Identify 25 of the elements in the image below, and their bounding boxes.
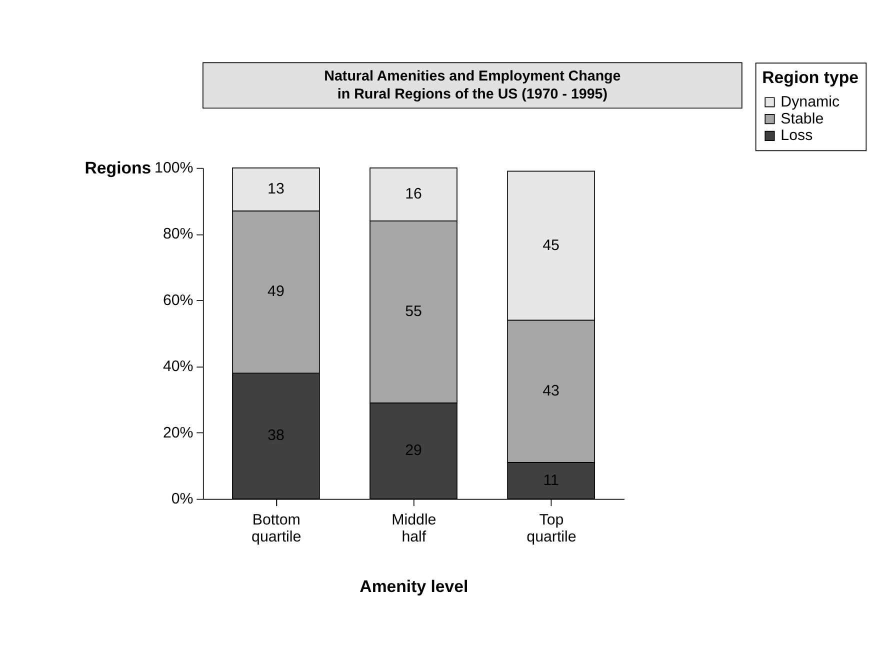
legend-title: Region type	[762, 68, 858, 87]
data-label: 16	[405, 186, 422, 203]
x-tick-label: Bottom quartile	[252, 512, 302, 546]
y-axis-title: Regions	[84, 158, 152, 178]
data-label: 43	[542, 382, 560, 400]
y-tick-label: 0%	[171, 490, 194, 508]
data-label: 49	[268, 283, 284, 300]
data-label: 13	[268, 180, 284, 198]
data-label: 55	[405, 303, 422, 320]
x-axis-title: Amenity level	[360, 576, 468, 596]
x-tick-label: Middle half	[392, 512, 436, 546]
y-tick-label: 60%	[162, 292, 194, 309]
y-tick-label: 20%	[162, 424, 194, 442]
y-tick-label: 80%	[162, 226, 194, 243]
y-tick-label: 40%	[162, 358, 194, 376]
legend-label: Loss	[780, 127, 814, 144]
data-label: 45	[542, 236, 560, 254]
chart-title: Natural Amenities and Employment Change in Rural Regions of the US (1970 - 1995)	[324, 68, 621, 103]
x-tick-label: Top quartile	[526, 512, 576, 546]
y-tick-label: 100%	[154, 160, 194, 177]
data-label: 29	[405, 442, 422, 460]
legend-label: Dynamic	[780, 93, 840, 110]
data-label: 11	[543, 472, 559, 489]
data-label: 38	[268, 427, 284, 444]
legend-label: Stable	[780, 110, 824, 128]
